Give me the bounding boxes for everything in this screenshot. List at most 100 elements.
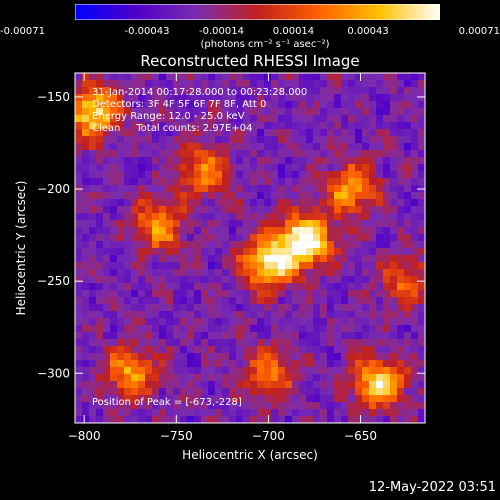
heatmap-cell [376,304,384,312]
heatmap-cell [201,234,209,242]
heatmap-cell [341,87,349,95]
heatmap-cell [250,122,258,130]
heatmap-cell [103,213,111,221]
heatmap-cell [201,276,209,284]
heatmap-cell [159,143,167,151]
heatmap-cell [264,101,272,109]
heatmap-cell [75,213,83,221]
heatmap-cell [215,290,223,298]
heatmap-cell [313,164,321,172]
heatmap-cell [166,353,174,361]
heatmap-cell [243,185,251,193]
heatmap-cell [117,73,125,81]
heatmap-cell [334,87,342,95]
heatmap-cell [166,318,174,326]
heatmap-cell [96,248,104,256]
heatmap-cell [215,311,223,319]
heatmap-cell [418,157,426,165]
heatmap-cell [418,332,426,340]
heatmap-cell [124,416,132,424]
heatmap-cell [334,255,342,263]
heatmap-cell [159,248,167,256]
heatmap-cell [173,325,181,333]
heatmap-cell [390,129,398,137]
heatmap-cell [278,94,286,102]
heatmap-cell [243,297,251,305]
heatmap-cell [117,115,125,123]
heatmap-cell [110,416,118,424]
heatmap-cell [110,367,118,375]
heatmap-cell [376,157,384,165]
heatmap-cell [103,73,111,81]
heatmap-cell [376,87,384,95]
heatmap-cell [306,290,314,298]
heatmap-cell [404,381,412,389]
heatmap-cell [383,339,391,347]
heatmap-cell [257,248,265,256]
heatmap-cell [369,164,377,172]
heatmap-cell [222,101,230,109]
heatmap-cell [152,101,160,109]
heatmap-cell [411,290,419,298]
heatmap-cell [292,143,300,151]
heatmap-cell [320,381,328,389]
heatmap-cell [369,213,377,221]
heatmap-cell [271,339,279,347]
heatmap-cell [124,325,132,333]
heatmap-cell [89,213,97,221]
heatmap-cell [89,262,97,270]
heatmap-cell [131,374,139,382]
heatmap-cell [369,87,377,95]
heatmap-cell [257,311,265,319]
heatmap-cell [264,304,272,312]
heatmap-cell [334,94,342,102]
heatmap-cell [187,101,195,109]
heatmap-cell [222,178,230,186]
heatmap-cell [418,269,426,277]
heatmap-cell [194,255,202,263]
heatmap-cell [131,325,139,333]
heatmap-cell [383,115,391,123]
heatmap-cell [215,325,223,333]
heatmap-cell [187,409,195,417]
heatmap-cell [355,227,363,235]
heatmap-cell [159,297,167,305]
heatmap-cell [404,367,412,375]
heatmap-cell [96,101,104,109]
heatmap-cell [397,311,405,319]
heatmap-cell [110,255,118,263]
heatmap-cell [390,192,398,200]
heatmap-cell [145,143,153,151]
heatmap-cell [194,171,202,179]
heatmap-cell [271,262,279,270]
heatmap-cell [243,388,251,396]
heatmap-cell [383,374,391,382]
heatmap-cell [131,388,139,396]
heatmap-cell [320,262,328,270]
colorbar-tick-label: -0.00043 [124,26,170,37]
heatmap-cell [334,220,342,228]
heatmap-cell [194,269,202,277]
heatmap-cell [229,129,237,137]
heatmap-cell [124,234,132,242]
heatmap-cell [355,94,363,102]
heatmap-cell [215,381,223,389]
heatmap-cell [194,360,202,368]
heatmap-cell [264,346,272,354]
heatmap-cell [124,409,132,417]
heatmap-cell [404,213,412,221]
heatmap-cell [257,388,265,396]
heatmap-cell [376,220,384,228]
heatmap-cell [75,297,83,305]
heatmap-cell [131,164,139,172]
heatmap-cell [313,94,321,102]
heatmap-cell [82,325,90,333]
heatmap-cell [152,318,160,326]
colorbar-tick-label: 0.00071 [458,26,500,37]
heatmap-cell [362,115,370,123]
heatmap-cell [285,395,293,403]
heatmap-cell [320,192,328,200]
heatmap-cell [257,143,265,151]
heatmap-cell [145,220,153,228]
heatmap-cell [215,199,223,207]
